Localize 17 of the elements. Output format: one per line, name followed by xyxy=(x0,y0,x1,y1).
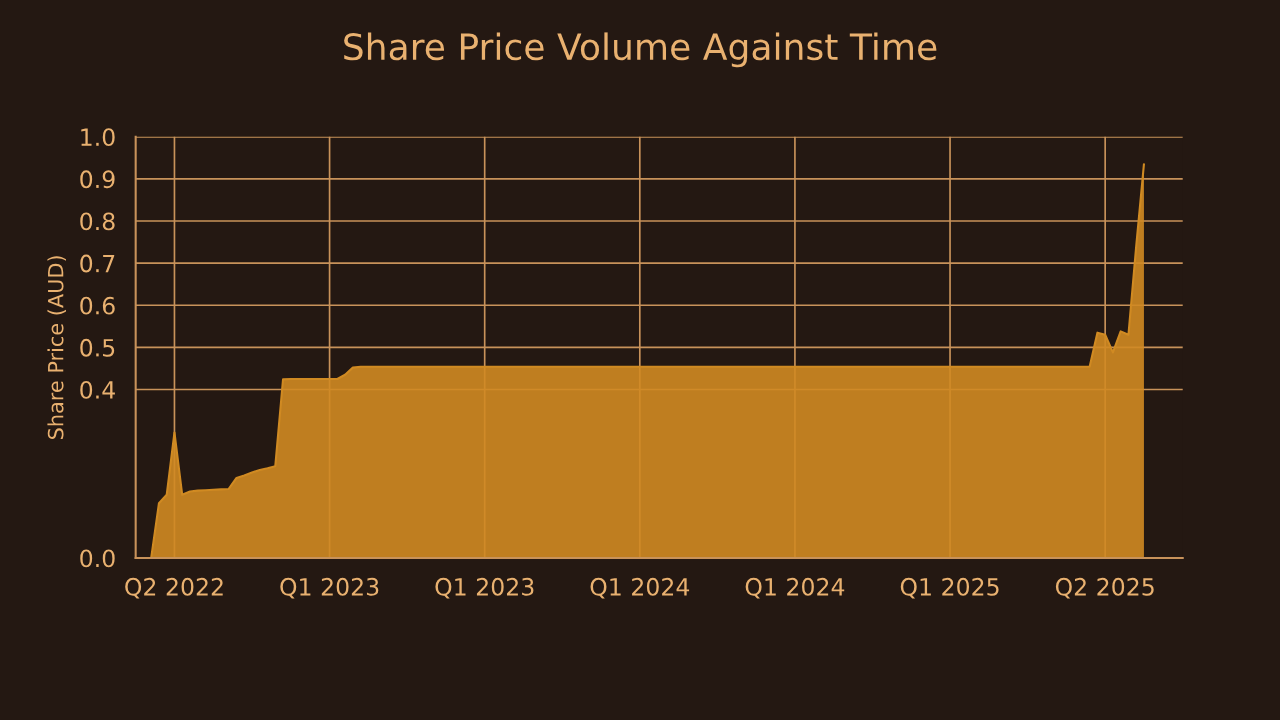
x-tick-label: Q1 2023 xyxy=(435,577,534,599)
y-tick-label: 0.8 xyxy=(80,212,115,231)
x-tick-label: Q1 2023 xyxy=(280,577,379,599)
x-tick-label: Q1 2025 xyxy=(900,577,999,599)
x-tick-label: Q1 2024 xyxy=(590,577,690,599)
y-tick-label: 0.5 xyxy=(80,338,115,357)
x-tick-label: Q1 2024 xyxy=(745,577,845,599)
y-tick-label: 1.0 xyxy=(81,128,115,147)
chart-title: Share Price Volume Against Time xyxy=(344,32,937,68)
y-tick-label: 0.0 xyxy=(80,549,115,568)
y-tick-label: 0.7 xyxy=(80,254,115,273)
x-tick-label: Q2 2022 xyxy=(125,577,223,599)
y-axis-title: Share Price (AUD) xyxy=(47,256,66,440)
y-tick-label: 0.9 xyxy=(80,170,115,189)
x-tick-label: Q2 2025 xyxy=(1055,577,1154,599)
y-tick-label: 0.4 xyxy=(80,380,115,399)
y-tick-label: 0.6 xyxy=(80,296,115,315)
